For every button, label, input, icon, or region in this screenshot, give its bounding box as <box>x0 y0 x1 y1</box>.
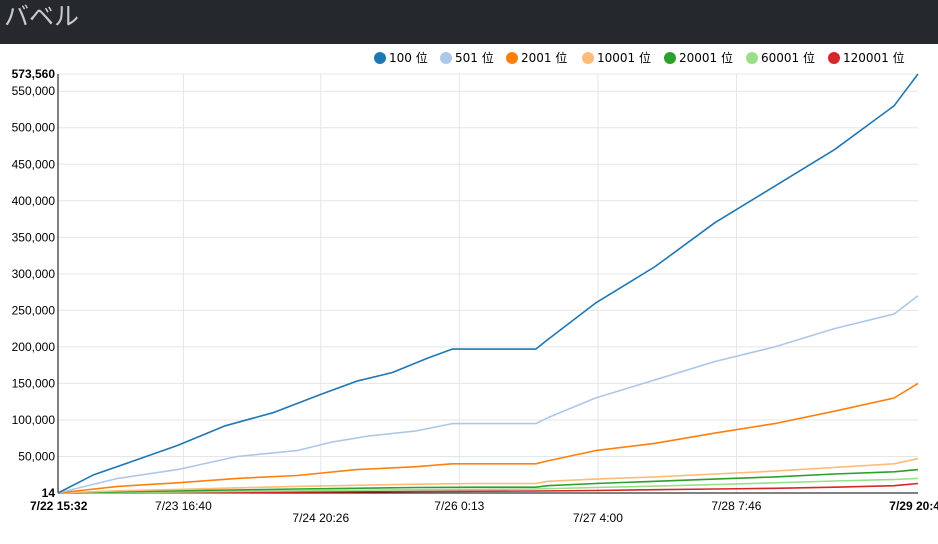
y-tick-label: 450,000 <box>12 157 56 171</box>
x-tick-label: 7/24 20:26 <box>292 511 349 525</box>
y-tick-label: 50,000 <box>18 449 55 463</box>
chart-legend[interactable]: 100 位 501 位 2001 位 10001 位 20001 位 60001 位 120… <box>374 50 905 65</box>
legend-swatch <box>664 52 676 64</box>
legend-item-0[interactable]: 100 位 <box>374 50 428 65</box>
series-line-5 <box>57 477 919 494</box>
x-tick-label: 7/28 7:46 <box>711 499 761 513</box>
series-line-2 <box>57 382 919 494</box>
legend-swatch <box>374 52 386 64</box>
x-tick-label: 7/22 15:32 <box>30 499 88 513</box>
series-line-3 <box>57 457 919 494</box>
legend-swatch <box>582 52 594 64</box>
line-chart: 50,000 100,000 150,000 200,000 250,000 300,00… <box>12 50 938 525</box>
x-tick-label: 7/27 4:00 <box>573 511 623 525</box>
y-min-label: 14 <box>42 486 56 500</box>
legend-item-4[interactable]: 20001 位 <box>664 50 733 65</box>
legend-swatch <box>828 52 840 64</box>
x-tick-label: 7/26 0:13 <box>434 499 484 513</box>
page-title: バベル <box>4 2 80 31</box>
title-bar: バベル <box>0 0 938 44</box>
y-tick-label: 200,000 <box>12 340 56 354</box>
legend-item-3[interactable]: 10001 位 <box>582 50 651 65</box>
x-tick-label: 7/29 20:4 <box>889 499 938 513</box>
y-tick-label: 400,000 <box>12 194 56 208</box>
series-line-0 <box>57 73 919 494</box>
legend-label: 60001 位 <box>761 50 815 65</box>
legend-item-6[interactable]: 120001 位 <box>828 50 905 65</box>
series-line-4 <box>57 468 919 494</box>
y-tick-label: 150,000 <box>12 376 56 390</box>
legend-item-2[interactable]: 2001 位 <box>506 50 567 65</box>
y-tick-label: 100,000 <box>12 413 56 427</box>
legend-item-1[interactable]: 501 位 <box>440 50 494 65</box>
legend-label: 120001 位 <box>843 50 905 65</box>
series-line-1 <box>57 295 919 494</box>
y-tick-label: 300,000 <box>12 267 56 281</box>
y-tick-label: 500,000 <box>12 121 56 135</box>
x-tick-label: 7/23 16:40 <box>155 499 212 513</box>
y-max-label: 573,560 <box>12 67 56 81</box>
legend-label: 100 位 <box>389 50 428 65</box>
legend-swatch <box>440 52 452 64</box>
legend-swatch <box>746 52 758 64</box>
y-tick-label: 350,000 <box>12 230 56 244</box>
legend-item-5[interactable]: 60001 位 <box>746 50 815 65</box>
legend-swatch <box>506 52 518 64</box>
y-tick-label: 550,000 <box>12 84 56 98</box>
legend-label: 10001 位 <box>597 50 651 65</box>
legend-label: 20001 位 <box>679 50 733 65</box>
legend-label: 2001 位 <box>521 50 567 65</box>
chart-grid <box>58 73 918 493</box>
y-tick-label: 250,000 <box>12 303 56 317</box>
chart-series <box>57 73 919 494</box>
legend-label: 501 位 <box>455 50 494 65</box>
chart-axes: 50,000 100,000 150,000 200,000 250,000 300,00… <box>12 67 938 525</box>
series-line-6 <box>57 482 919 494</box>
